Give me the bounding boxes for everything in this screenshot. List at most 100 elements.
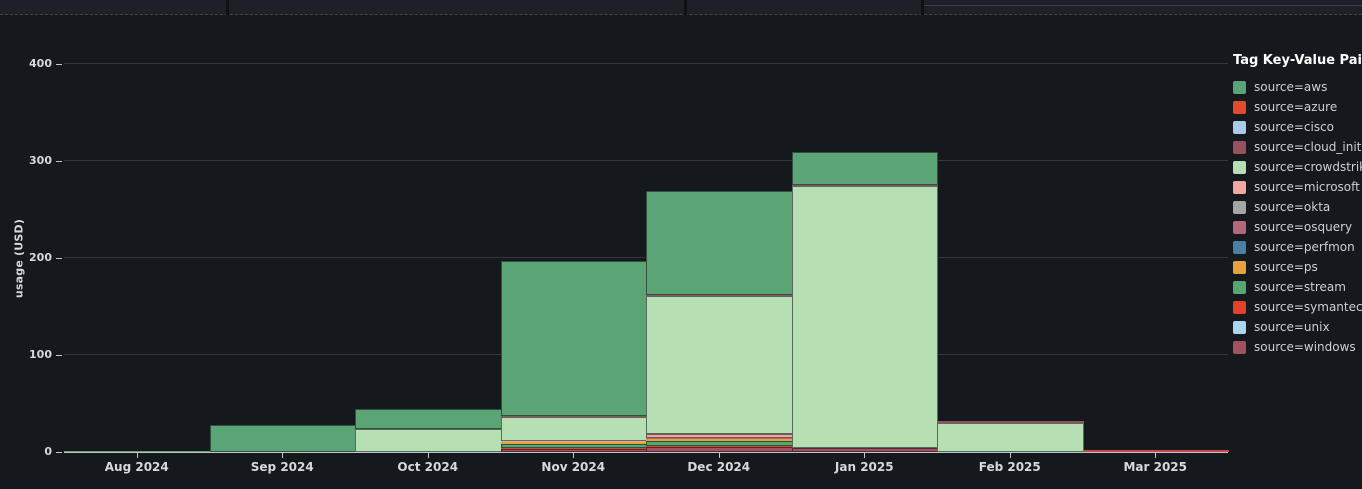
bar-segment[interactable] [791, 186, 938, 449]
legend-item-label: source=unix [1254, 320, 1330, 334]
x-tick-label: Jan 2025 [834, 460, 894, 474]
bar-segment[interactable] [646, 296, 793, 435]
x-tick-mark [136, 453, 138, 458]
legend-item[interactable]: source=azure [1233, 97, 1359, 117]
legend-swatch-icon [1233, 300, 1246, 314]
legend-item[interactable]: source=cisco [1233, 117, 1359, 137]
x-axis-line [64, 451, 1228, 453]
legend-item[interactable]: source=okta [1233, 197, 1359, 217]
bar-segment[interactable] [1082, 451, 1229, 452]
legend-swatch-icon [1233, 200, 1246, 214]
panel-border [924, 5, 1362, 6]
bar-segment[interactable] [1082, 450, 1229, 452]
x-tick-label: Dec 2024 [687, 460, 751, 474]
legend-item[interactable]: source=perfmon [1233, 237, 1359, 257]
chart-legend: Tag Key-Value Pairs source=aws source=azu… [1233, 53, 1362, 357]
legend-item-label: source=cloud_init [1254, 140, 1362, 154]
y-tick-mark [56, 161, 62, 162]
bar-segment[interactable] [500, 417, 647, 442]
legend-title: Tag Key-Value Pairs [1233, 53, 1362, 68]
bar-segment[interactable] [646, 294, 793, 297]
bar-segment[interactable] [646, 445, 793, 447]
legend-item[interactable]: source=windows [1233, 337, 1359, 357]
stacked-bar[interactable] [1082, 40, 1229, 452]
stacked-bar[interactable] [209, 40, 356, 452]
x-tick-label: Aug 2024 [104, 460, 169, 474]
legend-swatch-icon [1233, 100, 1246, 114]
x-tick-label: Mar 2025 [1123, 460, 1188, 474]
bar-segment[interactable] [646, 440, 793, 446]
x-tick-mark [427, 453, 429, 458]
legend-swatch-icon [1233, 120, 1246, 134]
legend-swatch-icon [1233, 280, 1246, 294]
legend-item[interactable]: source=cloud_init [1233, 137, 1362, 157]
legend-item[interactable]: source=symantec [1233, 297, 1362, 317]
legend-item[interactable]: source=ps [1233, 257, 1359, 277]
panel-divider [684, 0, 687, 15]
y-tick-mark [56, 64, 62, 65]
legend-item-label: source=perfmon [1254, 240, 1355, 254]
bar-segment[interactable] [646, 447, 793, 452]
stacked-bar[interactable] [64, 40, 211, 452]
legend-swatch-icon [1233, 180, 1246, 194]
bar-segment[interactable] [500, 416, 647, 418]
stacked-bar[interactable] [791, 40, 938, 452]
panel-divider [921, 0, 924, 15]
bar-segment[interactable] [64, 450, 211, 452]
bar-segment[interactable] [646, 191, 793, 295]
bar-segment[interactable] [209, 424, 356, 452]
y-tick-mark [56, 258, 62, 259]
bar-segment[interactable] [500, 441, 647, 443]
gridline [64, 160, 1228, 161]
bar-segment[interactable] [791, 185, 938, 187]
stacked-bar[interactable] [646, 40, 793, 452]
y-tick-label: 400 [29, 57, 52, 70]
legend-item-label: source=windows [1254, 340, 1356, 354]
legend-item[interactable]: source=unix [1233, 317, 1359, 337]
bar-segment[interactable] [500, 443, 647, 448]
bar-segment[interactable] [646, 439, 793, 441]
legend-item[interactable]: source=aws [1233, 77, 1359, 97]
x-tick-mark [573, 453, 575, 458]
usage-chart-panel: usage (USD) 0 100 200 300 400 Aug 2024 Sep 20… [0, 16, 1362, 489]
stacked-bar-chart-plot-area [64, 40, 1229, 453]
legend-swatch-icon [1233, 240, 1246, 254]
legend-item-label: source=osquery [1254, 220, 1353, 234]
legend-item-label: source=symantec [1254, 300, 1362, 314]
legend-item[interactable]: source=crowdstrike [1233, 157, 1362, 177]
legend-item-label: source=okta [1254, 200, 1331, 214]
bar-segment[interactable] [355, 409, 502, 429]
legend-item-label: source=stream [1254, 280, 1346, 294]
bar-segment[interactable] [500, 260, 647, 417]
legend-swatch-icon [1233, 320, 1246, 334]
bar-segment[interactable] [646, 434, 793, 438]
y-tick-label: 300 [29, 154, 52, 167]
bar-segment[interactable] [500, 442, 647, 444]
x-tick-mark [864, 453, 866, 458]
legend-item[interactable]: source=microsoft [1233, 177, 1360, 197]
bar-segment[interactable] [500, 447, 647, 449]
legend-item[interactable]: source=osquery [1233, 217, 1359, 237]
bar-segment[interactable] [500, 448, 647, 452]
bar-segment[interactable] [791, 152, 938, 186]
bar-segment[interactable] [937, 422, 1084, 452]
y-tick-label: 0 [44, 445, 52, 458]
legend-item-label: source=cisco [1254, 120, 1335, 134]
x-tick-label: Oct 2024 [397, 460, 459, 474]
legend-item[interactable]: source=stream [1233, 277, 1359, 297]
legend-swatch-icon [1233, 260, 1246, 274]
stacked-bar[interactable] [355, 40, 502, 452]
x-tick-mark [282, 453, 284, 458]
legend-item-label: source=microsoft [1254, 180, 1360, 194]
y-tick-label: 200 [29, 251, 52, 264]
bar-segment[interactable] [355, 428, 502, 452]
x-tick-label: Feb 2025 [978, 460, 1041, 474]
bar-segment[interactable] [937, 420, 1084, 423]
legend-item-label: source=azure [1254, 100, 1338, 114]
stacked-bar[interactable] [937, 40, 1084, 452]
stacked-bar[interactable] [500, 40, 647, 452]
legend-swatch-icon [1233, 220, 1246, 234]
legend-item-label: source=ps [1254, 260, 1318, 274]
y-tick-mark [56, 452, 62, 453]
bar-segment[interactable] [791, 448, 938, 452]
